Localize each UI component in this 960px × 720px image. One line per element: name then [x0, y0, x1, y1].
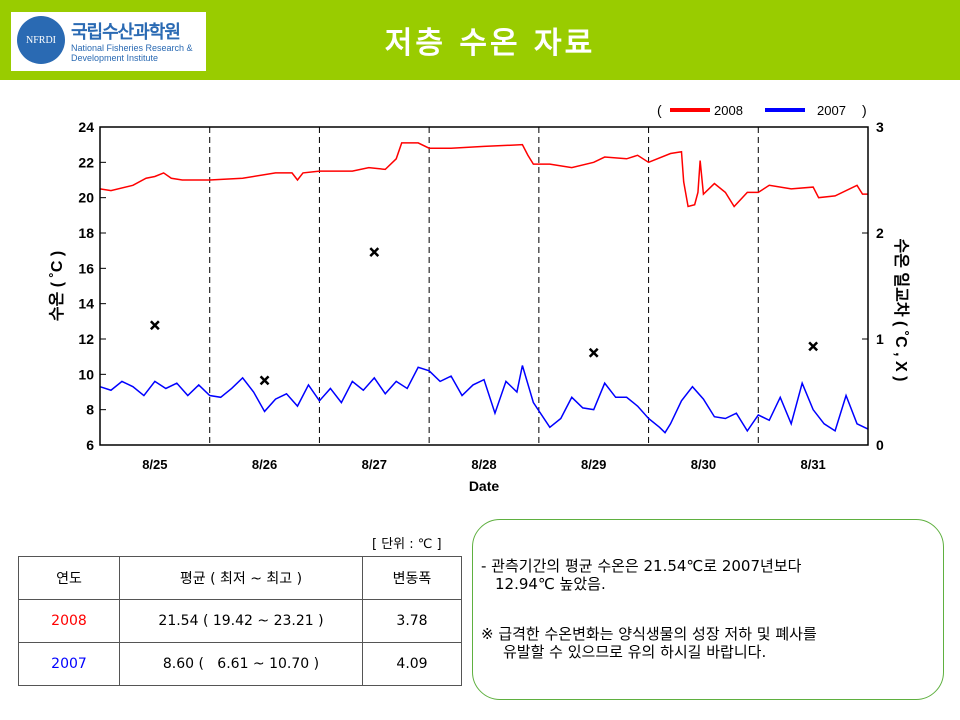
summary-table: 연도 평균 ( 최저 ~ 최고 ) 변동폭 2008 21.54 ( 19.42 ~ … [18, 556, 462, 686]
y-tick-label: 22 [78, 154, 94, 170]
series-line-2008 [99, 142, 868, 208]
table-row: 2007 8.60 ( 6.61 ~ 10.70 ) 4.09 [18, 642, 462, 686]
col-year: 연도 [18, 556, 120, 600]
x-tick-label: 8/31 [800, 457, 825, 472]
y-tick-label: 20 [78, 190, 94, 206]
cell-mean: 8.60 ( 6.61 ~ 10.70 ) [119, 642, 363, 686]
range-marker [259, 375, 270, 386]
y2-tick-label: 3 [876, 119, 884, 135]
range-marker [149, 320, 160, 331]
cell-mean: 21.54 ( 19.42 ~ 23.21 ) [119, 599, 363, 643]
note-box: - 관측기간의 평균 수온은 21.54℃로 2007년보다 12.94℃ 높았… [472, 519, 944, 700]
x-tick-label: 8/27 [362, 457, 387, 472]
x-tick-label: 8/25 [142, 457, 167, 472]
legend-label-2007: 2007 [817, 103, 846, 118]
y-tick-label: 16 [78, 260, 94, 276]
note-line: ※ 급격한 수온변화는 양식생물의 성장 저하 및 폐사를 [481, 625, 817, 643]
x-tick-label: 8/28 [471, 457, 496, 472]
col-mean: 평균 ( 최저 ~ 최고 ) [119, 556, 363, 600]
y-tick-label: 14 [78, 296, 94, 312]
y-tick-label: 8 [86, 402, 94, 418]
y-tick-label: 10 [78, 366, 94, 382]
header-bar: NFRDI 국립수산과학원 National Fisheries Researc… [0, 0, 960, 80]
cell-year: 2007 [18, 642, 120, 686]
unit-label: [ 단위 : ℃ ] [372, 537, 442, 552]
y2-tick-label: 0 [876, 437, 884, 453]
legend-close: ) [862, 102, 867, 118]
logo-korean: 국립수산과학원 [71, 22, 181, 43]
note-line: - 관측기간의 평균 수온은 21.54℃로 2007년보다 [481, 557, 802, 575]
x-tick-label: 8/30 [691, 457, 716, 472]
note-line: 12.94℃ 높았음. [495, 575, 606, 593]
cell-range: 4.09 [362, 642, 462, 686]
x-axis-label: Date [469, 478, 500, 494]
x-tick-label: 8/26 [252, 457, 277, 472]
seal-icon: NFRDI [17, 16, 65, 64]
series-line-2007 [99, 365, 869, 434]
cell-range: 3.78 [362, 599, 462, 643]
page-title: 저층 수온 자료 [384, 26, 596, 61]
y2-tick-label: 1 [876, 331, 884, 347]
range-marker [808, 341, 819, 352]
temperature-chart: ( 2008 2007 ) 68101214161820222401238/25… [48, 102, 910, 494]
y2-axis-label: 수온 일교차 ( ˚C , X ) [892, 239, 910, 382]
y-tick-label: 6 [86, 437, 94, 453]
logo-english: National Fisheries Research & Development… [71, 43, 193, 63]
range-marker [588, 347, 599, 358]
nfrdi-logo: NFRDI 국립수산과학원 National Fisheries Researc… [11, 12, 206, 71]
y-tick-label: 12 [78, 331, 94, 347]
x-tick-label: 8/29 [581, 457, 606, 472]
plot-frame [99, 126, 869, 446]
table-header: 연도 평균 ( 최저 ~ 최고 ) 변동폭 [18, 556, 462, 600]
range-marker [369, 247, 380, 257]
y-tick-label: 24 [78, 119, 94, 135]
table-row: 2008 21.54 ( 19.42 ~ 23.21 ) 3.78 [18, 599, 462, 643]
legend-open: ( [657, 102, 662, 118]
y2-tick-label: 2 [876, 225, 884, 241]
y-tick-label: 18 [78, 225, 94, 241]
cell-year: 2008 [18, 599, 120, 643]
note-line: 유발할 수 있으므로 유의 하시길 바랍니다. [503, 643, 767, 661]
legend: ( 2008 2007 ) [657, 102, 867, 118]
legend-label-2008: 2008 [714, 103, 743, 118]
col-range: 변동폭 [362, 556, 462, 600]
y-axis-label: 수온 ( ˚C ) [48, 251, 66, 321]
